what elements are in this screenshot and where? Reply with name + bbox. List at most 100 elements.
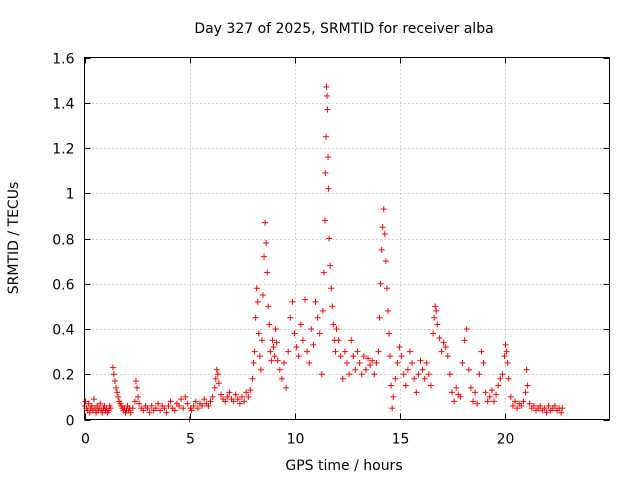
- data-point-marker: [474, 400, 481, 407]
- data-point-marker: [272, 326, 279, 332]
- data-point-marker: [378, 246, 385, 253]
- data-point-marker: [409, 359, 416, 366]
- data-point-marker: [341, 348, 348, 355]
- data-point-marker: [365, 355, 371, 362]
- data-point-marker: [509, 402, 516, 409]
- data-point-marker: [295, 353, 302, 360]
- data-point-marker: [440, 339, 447, 346]
- data-point-marker: [113, 384, 119, 391]
- data-point-marker: [226, 389, 233, 396]
- data-point-marker: [514, 405, 521, 412]
- data-point-marker: [250, 359, 257, 366]
- data-point-marker: [434, 321, 441, 328]
- data-point-marker: [134, 384, 140, 391]
- data-point-marker: [188, 407, 195, 414]
- data-point-marker: [155, 400, 161, 407]
- data-point-marker: [247, 387, 254, 394]
- data-point-marker: [97, 400, 104, 407]
- data-point-marker: [522, 389, 529, 396]
- data-point-marker: [222, 398, 229, 405]
- data-point-marker: [327, 262, 334, 269]
- x-tick-label: 20: [497, 432, 515, 448]
- data-point-marker: [255, 330, 262, 337]
- data-point-marker: [178, 396, 185, 403]
- data-point-marker: [387, 353, 394, 360]
- data-point-marker: [224, 393, 231, 400]
- data-point-marker: [289, 298, 296, 305]
- data-point-marker: [165, 402, 172, 409]
- data-point-marker: [482, 389, 489, 396]
- data-point-marker: [323, 133, 329, 140]
- data-point-marker: [264, 269, 271, 276]
- data-point-marker: [463, 326, 470, 332]
- data-point-marker: [325, 185, 332, 192]
- data-point-marker: [287, 314, 294, 321]
- data-point-marker: [389, 405, 396, 412]
- y-tick-label: 1: [66, 187, 75, 203]
- data-point-marker: [176, 402, 182, 409]
- data-point-marker: [326, 235, 333, 242]
- data-point-marker: [543, 409, 550, 416]
- data-point-marker: [135, 393, 142, 400]
- data-point-marker: [207, 398, 214, 405]
- y-tick-label: 0.8: [52, 233, 74, 249]
- data-point-marker: [302, 296, 308, 303]
- data-point-marker: [184, 400, 191, 407]
- data-point-marker: [192, 398, 199, 405]
- data-point-marker: [493, 391, 500, 398]
- data-point-marker: [127, 409, 134, 416]
- data-point-marker: [211, 384, 218, 391]
- data-point-marker: [467, 384, 474, 391]
- data-point-marker: [433, 307, 440, 314]
- y-tick-label: 1.2: [52, 142, 74, 158]
- data-point-marker: [111, 378, 118, 385]
- data-point-marker: [276, 366, 283, 373]
- data-point-marker: [88, 402, 95, 409]
- data-point-marker: [299, 337, 306, 344]
- data-point-marker: [465, 366, 472, 373]
- data-point-marker: [293, 344, 300, 351]
- data-point-marker: [394, 359, 401, 366]
- data-point-marker: [308, 326, 315, 332]
- data-point-marker: [333, 326, 340, 332]
- data-point-marker: [367, 362, 374, 369]
- data-point-marker: [438, 348, 445, 355]
- y-tick-label: 0.6: [52, 278, 74, 294]
- data-point-marker: [472, 389, 479, 396]
- data-point-marker: [402, 382, 409, 389]
- data-point-marker: [376, 314, 383, 321]
- data-point-marker: [375, 348, 382, 355]
- data-point-marker: [497, 375, 504, 382]
- data-point-marker: [319, 307, 326, 314]
- data-point-marker: [291, 330, 298, 337]
- data-point-marker: [215, 380, 222, 387]
- data-point-marker: [265, 303, 272, 310]
- data-point-marker: [358, 371, 365, 378]
- data-point-marker: [209, 393, 216, 400]
- data-point-marker: [323, 83, 330, 90]
- x-tick-label: 5: [186, 432, 195, 448]
- data-point-marker: [213, 366, 220, 373]
- data-point-marker: [251, 348, 258, 355]
- data-point-marker: [379, 224, 386, 231]
- data-point-marker: [518, 402, 525, 409]
- data-point-marker: [478, 348, 485, 355]
- data-point-marker: [281, 359, 287, 366]
- data-point-marker: [136, 400, 143, 407]
- data-point-marker: [457, 393, 464, 400]
- data-point-marker: [110, 371, 117, 378]
- data-point-marker: [241, 398, 248, 405]
- tick-labels: 0 5 10 15 20 0 0.2 0.4 0.6 0.8 1 1.2 1.4 1.6: [52, 52, 514, 448]
- data-point-marker: [320, 269, 327, 276]
- data-point-marker: [356, 359, 363, 366]
- data-point-marker: [205, 402, 212, 409]
- data-point-marker: [390, 393, 397, 400]
- data-point-marker: [476, 371, 483, 378]
- data-point-marker: [407, 348, 413, 355]
- data-point-marker: [297, 321, 304, 328]
- data-point-marker: [377, 280, 384, 287]
- data-point-marker: [432, 303, 439, 310]
- y-tick-label: 0: [66, 414, 75, 430]
- data-point-marker: [109, 364, 116, 371]
- data-point-marker: [400, 371, 407, 378]
